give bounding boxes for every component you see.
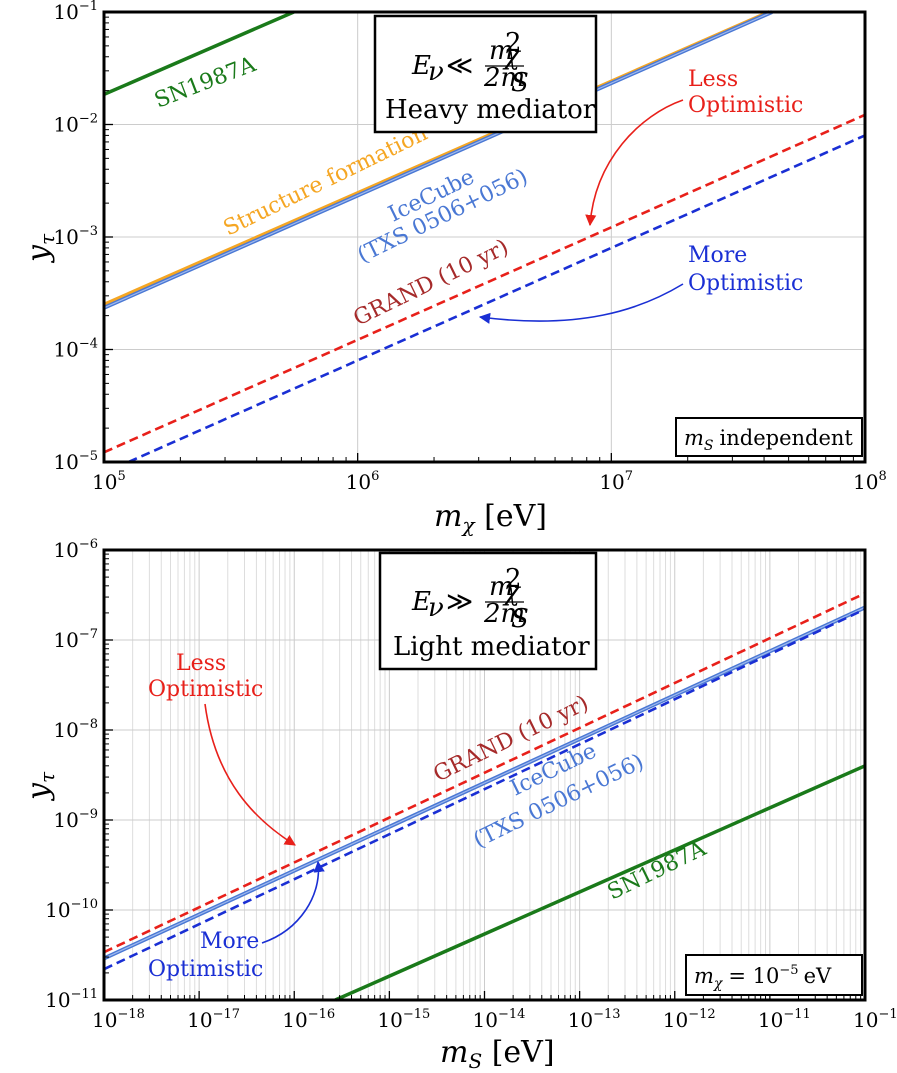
bottom-x-tick-label: 10−13 — [568, 1007, 621, 1032]
svg-text:E: E — [411, 587, 431, 617]
top-corner-box — [675, 417, 863, 457]
svg-text:χ: χ — [502, 577, 522, 607]
top-regime-box — [373, 14, 598, 134]
bottom-more-label-1: More — [200, 929, 259, 954]
bottom-y-tick-label: 10−8 — [53, 717, 98, 742]
top-more-label-2: Optimistic — [688, 271, 803, 296]
bottom-x-tick-label: 10−11 — [758, 1007, 811, 1032]
bottom-y-tick-label: 10−7 — [53, 627, 98, 652]
svg-text:m: m — [489, 36, 514, 66]
bottom-less-arrow — [204, 703, 296, 846]
top-y-tick-label: 10−3 — [53, 224, 98, 249]
top-ylabel: yτ — [21, 233, 59, 264]
bottom-regime-title: Light mediator — [393, 632, 590, 662]
bottom-x-tick-label: 10−10 — [853, 1007, 897, 1032]
bottom-series-2 — [103, 608, 866, 971]
bottom-x-tick-label: 10−15 — [377, 1007, 430, 1032]
svg-text:ν: ν — [428, 593, 444, 623]
top-y-tick-label: 10−2 — [53, 112, 98, 137]
svg-text:S: S — [511, 604, 529, 634]
top-x-tick-label: 106 — [346, 469, 380, 494]
bottom-more-label-2: Optimistic — [148, 957, 263, 982]
top-y-tick-label: 10−4 — [53, 337, 98, 362]
top-series-4 — [128, 134, 866, 464]
bottom-grid — [103, 549, 866, 1001]
svg-text:S: S — [511, 68, 529, 98]
bottom-sn-label: SN1987A — [604, 836, 711, 906]
svg-text:2: 2 — [505, 28, 522, 58]
top-less-label-2: Optimistic — [688, 93, 803, 118]
svg-text:2m: 2m — [483, 63, 525, 93]
top-regime-title: Heavy mediator — [385, 95, 596, 125]
bottom-x-tick-label: 10−12 — [663, 1007, 716, 1032]
bottom-y-tick-label: 10−10 — [45, 897, 98, 922]
bottom-ylabel: yτ — [21, 771, 59, 802]
bottom-xlabel: mS [eV] — [440, 1035, 555, 1073]
svg-text:2m: 2m — [483, 599, 525, 629]
top-series-0 — [103, 10, 295, 97]
bottom-x-tick-label: 10−14 — [473, 1007, 526, 1032]
bottom-regime-equation: E ν ≫ m 2 χ 2m S — [411, 564, 529, 634]
bottom-series — [103, 592, 866, 1002]
svg-text:2: 2 — [505, 564, 522, 594]
bottom-corner-text: mχ = 10−5 eV — [694, 963, 832, 992]
bottom-y-tick-label: 10−11 — [45, 987, 98, 1012]
svg-text:χ: χ — [502, 41, 522, 71]
top-xlabel: mχ [eV] — [434, 499, 547, 537]
top-more-label-1: More — [688, 243, 747, 268]
bottom-series-0 — [103, 592, 866, 954]
bottom-x-tick-label: 10−16 — [282, 1007, 335, 1032]
top-less-label-1: Less — [688, 67, 738, 92]
bottom-panel: 10−18 10−17 10−16 10−15 10−14 10−13 10−12 10−11… — [21, 537, 897, 1073]
top-series — [103, 10, 866, 464]
top-sn-label: SN1987A — [151, 52, 260, 114]
bottom-less-label-1: Less — [176, 651, 226, 676]
svg-text:m: m — [489, 572, 514, 602]
top-regime-equation: E ν ≪ m 2 χ 2m S — [411, 28, 529, 98]
top-x-tick-label: 105 — [92, 469, 126, 494]
top-y-tick-label: 10−1 — [53, 0, 98, 24]
svg-text:E: E — [411, 51, 431, 81]
top-series-2-highlight — [103, 11, 773, 309]
top-less-arrow — [585, 99, 684, 227]
top-corner-text: mS independent — [684, 426, 853, 454]
bottom-y-tick-label: 10−9 — [53, 807, 98, 832]
bottom-corner-box — [685, 954, 863, 996]
top-x-tick-label: 108 — [853, 469, 887, 494]
bottom-regime-box — [378, 551, 598, 671]
bottom-x-tick-label: 10−17 — [187, 1007, 240, 1032]
bottom-more-arrow — [261, 860, 325, 944]
top-series-3 — [103, 113, 866, 454]
bottom-series-3 — [334, 764, 866, 1002]
top-more-arrow — [478, 283, 684, 324]
bottom-y-tick-label: 10−6 — [53, 537, 98, 562]
svg-text:ν: ν — [428, 57, 444, 87]
bottom-less-label-2: Optimistic — [148, 677, 263, 702]
bottom-series-1-highlight — [103, 606, 866, 959]
top-x-tick-label: 107 — [599, 469, 633, 494]
svg-text:≪: ≪ — [446, 51, 473, 81]
bottom-x-tick-label: 10−18 — [92, 1007, 145, 1032]
svg-text:≫: ≫ — [446, 587, 473, 617]
